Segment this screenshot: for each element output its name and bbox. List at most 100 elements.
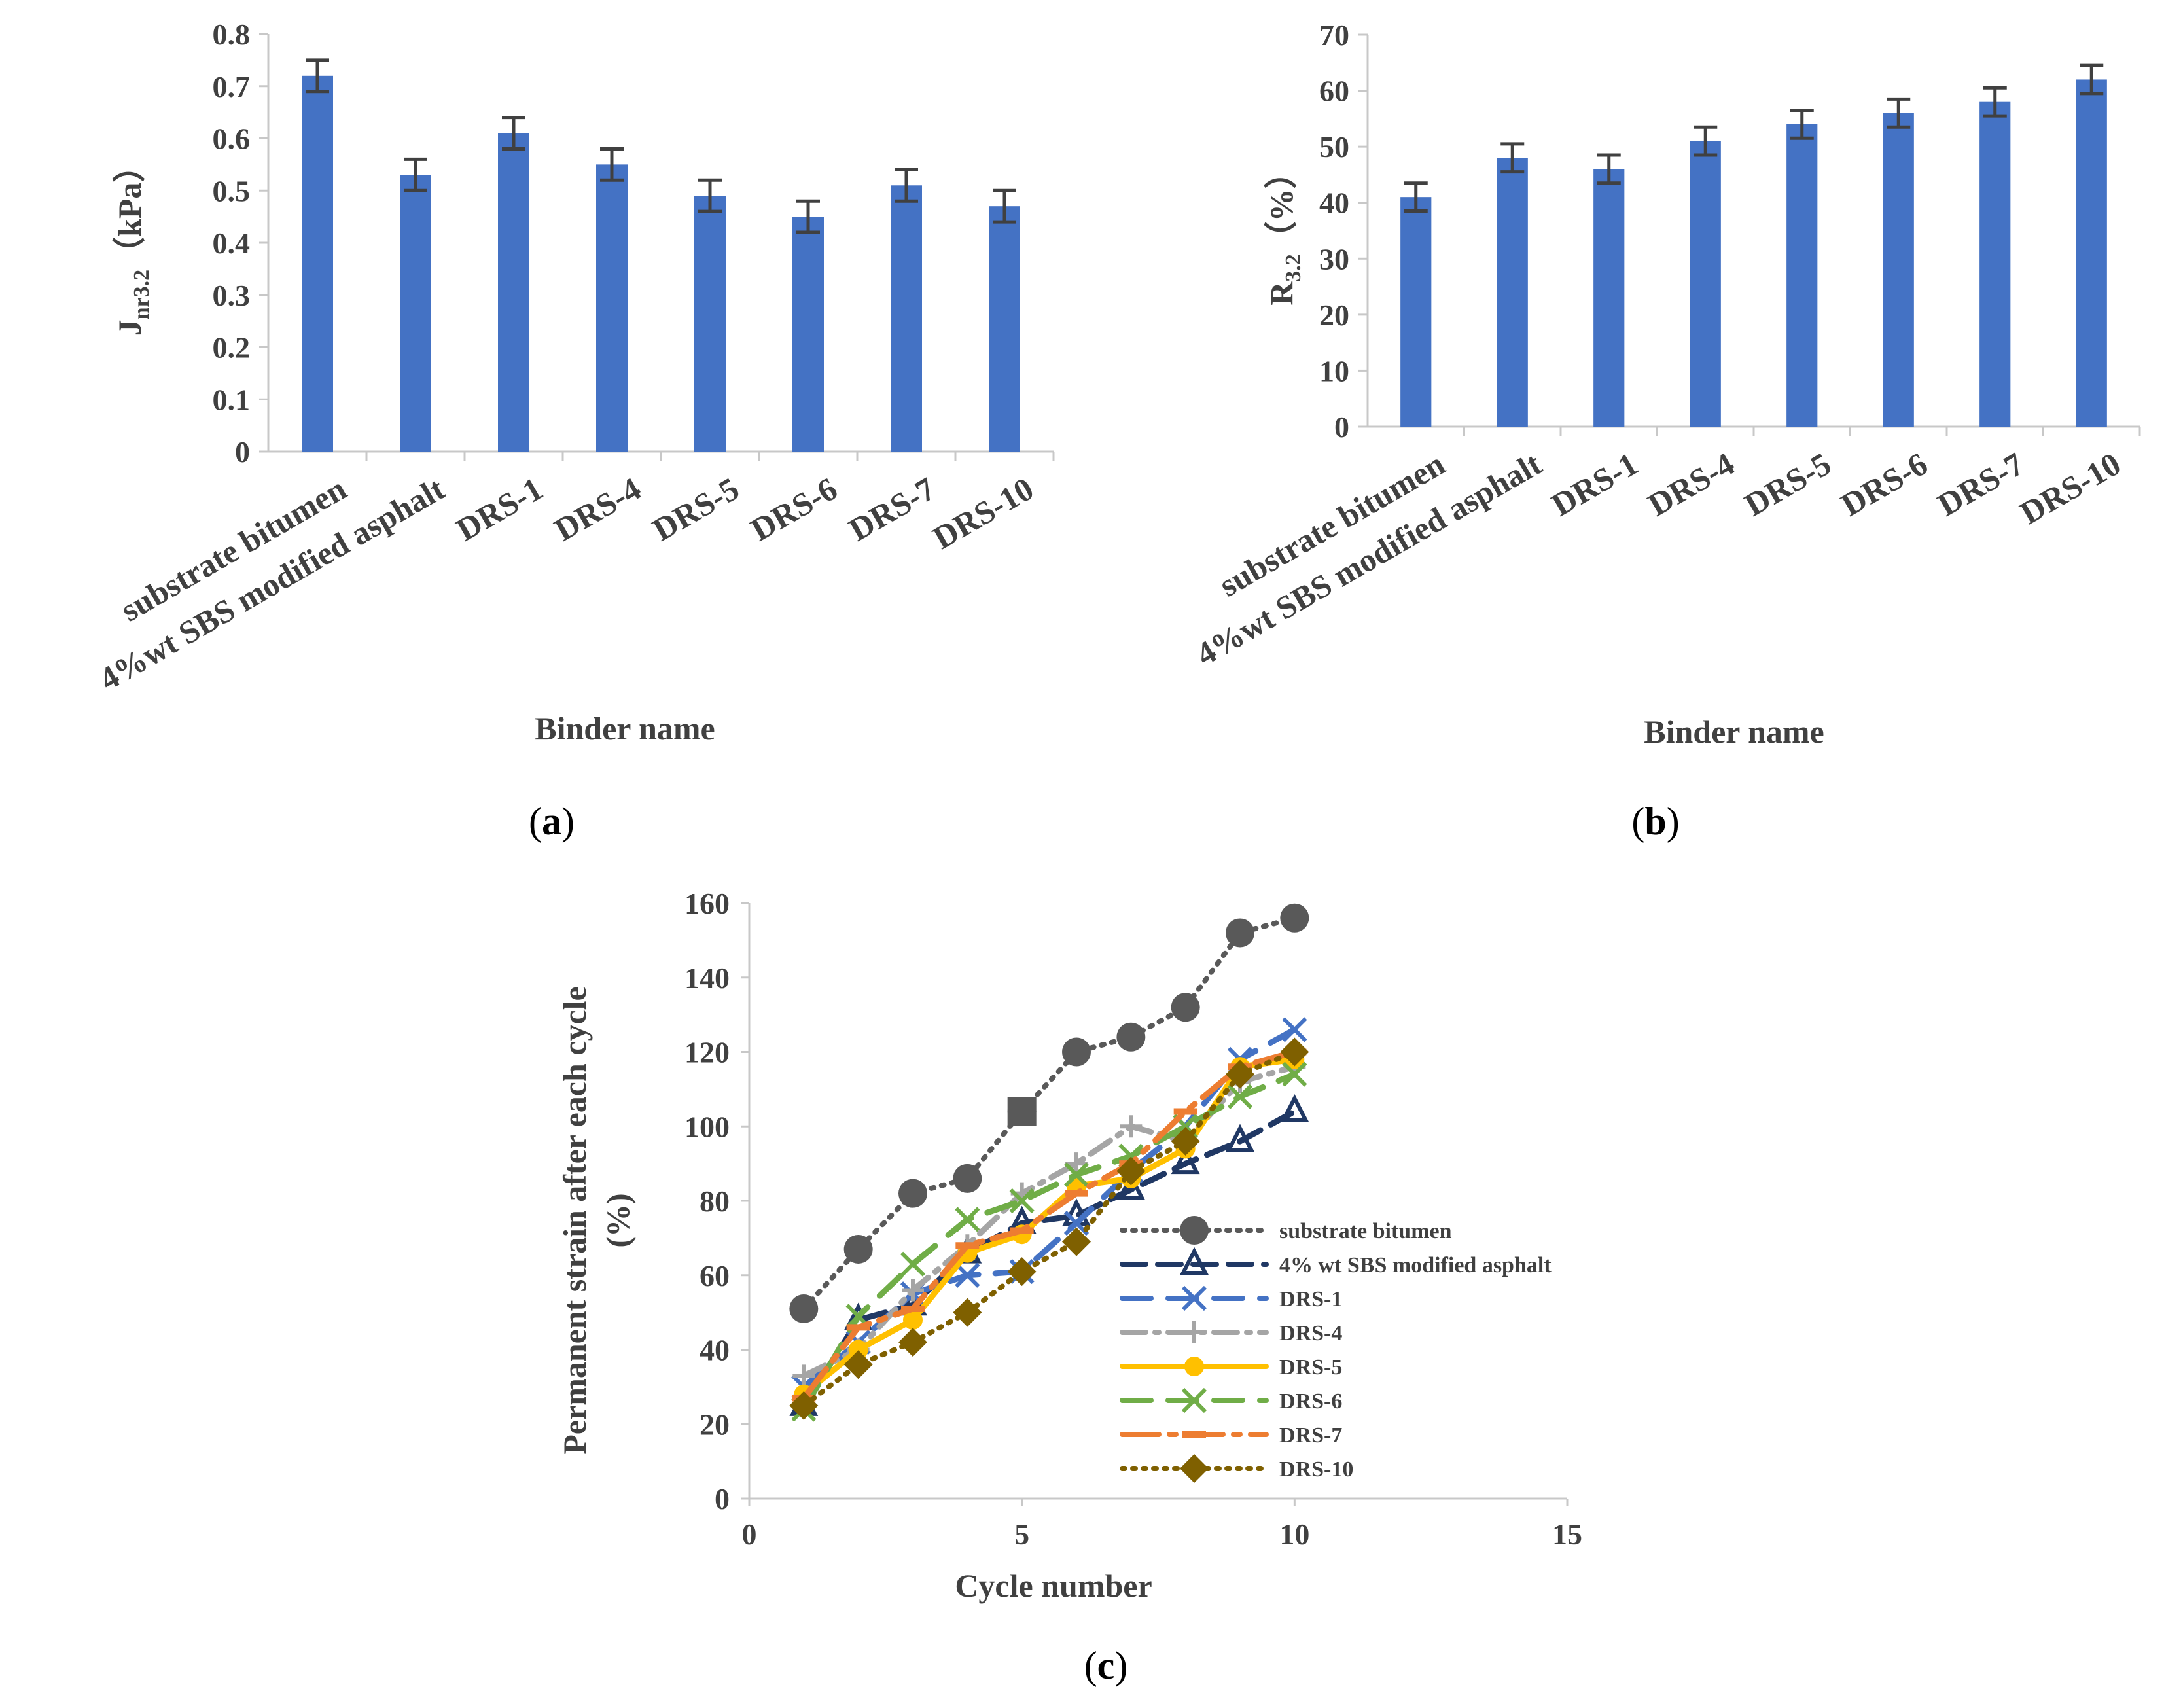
x-axis-title: Cycle number [955,1567,1152,1604]
legend-item: 4% wt SBS modified asphalt [1120,1247,1552,1277]
data-point [1282,1061,1307,1087]
data-point [843,1234,873,1264]
category-label: DRS-5 [1739,445,1837,523]
y-axis-title-main: R [1263,281,1300,306]
data-point [1280,903,1309,933]
y-tick-label: 120 [684,1036,730,1069]
error-bar-3 [1597,153,1621,185]
series-line [800,1049,1298,1401]
y-tick-label: 20 [700,1408,730,1441]
error-bar-7 [895,168,918,203]
data-point [1227,1084,1253,1109]
error-bar-4 [1694,125,1718,157]
y-axis-title: Jnr3.2（kPa） [111,150,154,336]
y-axis-title: Permanent strain after each cycle (%) [556,986,636,1454]
data-point [1280,1094,1309,1122]
data-point [1009,1188,1035,1214]
data-point [843,1350,873,1379]
y-tick-label: 0.1 [213,383,251,416]
y-axis-title-subscript: nr3.2 [130,270,154,320]
error-bar-3 [502,116,525,151]
category-label: DRS-6 [1835,445,1934,523]
y-tick-label: 20 [1319,298,1349,332]
category-label: DRS-7 [1932,445,2031,523]
data-point [955,1262,980,1288]
legend-item: DRS-4 [1120,1321,1342,1345]
category-label: DRS-5 [647,470,745,548]
data-point [1282,1017,1307,1042]
error-bar-5 [698,178,722,213]
legend-item: DRS-1 [1120,1285,1342,1311]
series-line [800,1109,1298,1409]
legend-label: DRS-7 [1279,1423,1342,1448]
category-label: DRS-10 [927,470,1039,556]
data-point [1171,1127,1200,1156]
data-point [1116,1172,1146,1200]
panel-c-line-chart: 0 20 40 60 80 100 120 140 160 0 5 10 15 substrate bit… [556,887,1582,1687]
data-point [902,1279,924,1302]
legend-item: DRS-5 [1120,1355,1342,1379]
category-label: DRS-4 [548,470,647,548]
bar-8 [2076,79,2107,427]
data-point [898,1328,927,1357]
y-tick-label: 10 [1319,354,1349,387]
x-axis-title: Binder name [1644,713,1824,750]
data-point [1065,1152,1088,1175]
error-bar-6 [1887,97,1911,129]
y-tick-label: 60 [1319,75,1349,108]
category-label: DRS-6 [745,470,843,548]
category-label: DRS-1 [450,470,549,548]
bar-6 [1883,113,1914,427]
data-point [789,1294,819,1323]
legend-label: DRS-5 [1279,1355,1342,1379]
legend-swatch-marker [1181,1285,1207,1311]
y-tick-label: 0.8 [213,18,251,51]
data-point [1171,1146,1200,1175]
x-tick-label: 10 [1279,1518,1309,1551]
data-point [1062,1037,1091,1067]
data-point [900,1251,926,1277]
error-bar-4 [600,147,624,182]
y-axis-title-line1: Permanent strain after each cycle [556,986,593,1454]
y-tick-label: 0.4 [213,226,251,260]
bar-4 [1690,141,1721,427]
error-bar-8 [2080,63,2104,96]
legend-swatch-marker [1184,1357,1204,1376]
data-point [1062,1227,1091,1256]
y-tick-label: 0.6 [213,122,251,156]
data-point [953,1164,982,1193]
legend-swatch-marker [1183,1321,1205,1343]
legend-item: DRS-7 [1120,1423,1342,1448]
y-tick-label: 40 [700,1334,730,1367]
x-axis-title: Binder name [535,710,715,747]
legend-swatch-marker [1181,1387,1207,1414]
legend-swatch-marker [1180,1454,1209,1483]
bar-2 [1497,158,1528,427]
panel-label: (c) [1084,1644,1128,1687]
y-tick-label: 160 [684,887,730,920]
legend-item: DRS-6 [1120,1387,1342,1414]
y-tick-label: 40 [1319,187,1349,220]
error-bar-7 [1983,86,2007,118]
bar-2 [400,175,431,452]
series-line [801,915,1298,1311]
data-point [903,1310,923,1330]
bar-8 [989,206,1020,452]
x-tick-label: 15 [1552,1518,1582,1551]
x-tick-label: 5 [1014,1518,1029,1551]
error-bar-5 [1790,109,1814,140]
data-point [789,1391,819,1420]
y-axis-title-line2: (%) [599,1193,636,1247]
y-tick-label: 100 [684,1110,730,1143]
data-point [1280,1037,1309,1067]
error-bar-2 [404,157,427,192]
data-point [848,1340,868,1360]
legend-label: DRS-1 [1279,1287,1342,1311]
y-axis-title-unit: （%） [1263,156,1300,254]
legend-swatch-marker [1180,1247,1209,1275]
y-axis-title: R3.2（%） [1263,156,1305,306]
error-bar-2 [1500,142,1525,174]
y-tick-label: 30 [1319,242,1349,276]
data-point [1120,1115,1143,1138]
